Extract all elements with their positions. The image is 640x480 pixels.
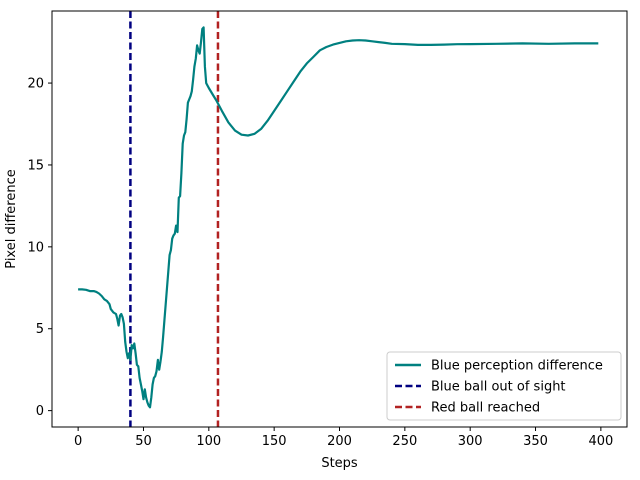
x-tick-label: 50 (135, 434, 152, 449)
legend-label-0: Blue perception difference (431, 359, 603, 374)
legend: Blue perception difference Blue ball out … (386, 351, 622, 421)
x-tick-label: 100 (196, 434, 221, 449)
y-axis-label: Pixel difference (4, 169, 19, 268)
x-tick-label: 200 (327, 434, 352, 449)
legend-box (386, 351, 622, 421)
x-tick-label: 150 (262, 434, 287, 449)
legend-label-2: Red ball reached (431, 401, 540, 416)
y-tick-label: 15 (27, 158, 44, 173)
series-line-0 (78, 26, 599, 409)
axes: 0 50 100 150 200 250 300 350 400 0 5 10 15 20 (27, 10, 628, 449)
x-axis-label: Steps (321, 456, 358, 471)
x-tick-label: 300 (458, 434, 483, 449)
x-tick-label: 400 (588, 434, 613, 449)
x-tick-label: 0 (74, 434, 82, 449)
plot-area (78, 11, 599, 427)
y-tick-label: 20 (27, 77, 44, 92)
y-tick-label: 5 (36, 322, 44, 337)
x-tick-label: 250 (392, 434, 417, 449)
y-tick-label: 0 (36, 404, 44, 419)
y-tick-label: 10 (27, 240, 44, 255)
legend-label-1: Blue ball out of sight (431, 380, 566, 395)
x-tick-label: 350 (523, 434, 548, 449)
